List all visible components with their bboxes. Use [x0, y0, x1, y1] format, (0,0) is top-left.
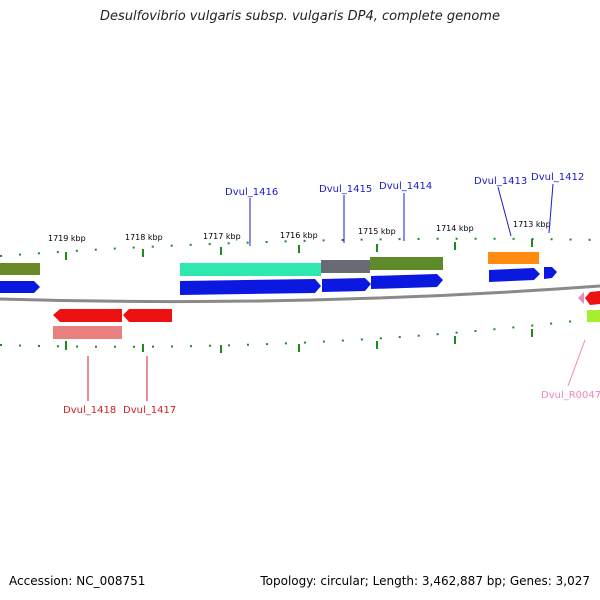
- scale-label-1715: 1715 kbp: [358, 227, 396, 236]
- scale-label-1717: 1717 kbp: [203, 232, 241, 241]
- gene-label-dvul-r0047: Dvul_R0047: [541, 390, 600, 401]
- genome-backbone: [0, 284, 600, 304]
- rna-dvul-r0047: [578, 292, 584, 304]
- gene-label-dvul-1418: Dvul_1418: [63, 405, 116, 416]
- callout-lines: [87, 183, 586, 401]
- gene-label-dvul-1413: Dvul_1413: [474, 176, 527, 187]
- scale-label-1718: 1718 kbp: [125, 233, 163, 242]
- accession-text: Accession: NC_008751: [9, 574, 146, 588]
- gene-label-dvul-1415: Dvul_1415: [319, 184, 372, 195]
- cds-dvul-1412: [544, 267, 557, 279]
- inner-major-ticks: [65, 329, 533, 353]
- outer-major-ticks: [65, 239, 533, 260]
- gene-label-dvul-1416: Dvul_1416: [225, 187, 278, 198]
- gene-label-dvul-1417: Dvul_1417: [123, 405, 176, 416]
- genome-summary-text: Topology: circular; Length: 3,462,887 bp…: [260, 574, 590, 588]
- feature-left-cds: [0, 281, 40, 293]
- feature-dvul-1418-band: [53, 326, 122, 339]
- cds-dvul-1414: [371, 274, 443, 289]
- scale-label-1713: 1713 kbp: [513, 220, 551, 229]
- scale-label-1714: 1714 kbp: [436, 224, 474, 233]
- cds-dvul-1417: [123, 309, 172, 322]
- feature-dvul-1413-band: [488, 252, 539, 264]
- feature-left-olive: [0, 263, 40, 275]
- cds-dvul-1413: [489, 268, 540, 282]
- gene-label-dvul-1414: Dvul_1414: [379, 181, 432, 192]
- scale-label-1716: 1716 kbp: [280, 231, 318, 240]
- cds-dvul-1418: [53, 309, 122, 322]
- gene-label-dvul-1412: Dvul_1412: [531, 172, 584, 183]
- feature-dvul-1416-band: [180, 263, 321, 276]
- feature-dvul-1415-band: [321, 260, 370, 273]
- scale-label-1719: 1719 kbp: [48, 234, 86, 243]
- cds-right-edge: [585, 291, 600, 305]
- cds-dvul-1415: [322, 278, 371, 292]
- map-title: Desulfovibrio vulgaris subsp. vulgaris D…: [100, 9, 500, 24]
- cds-dvul-1416: [180, 279, 321, 295]
- feature-right-edge-lime: [587, 310, 600, 322]
- feature-dvul-1414-band: [370, 257, 443, 270]
